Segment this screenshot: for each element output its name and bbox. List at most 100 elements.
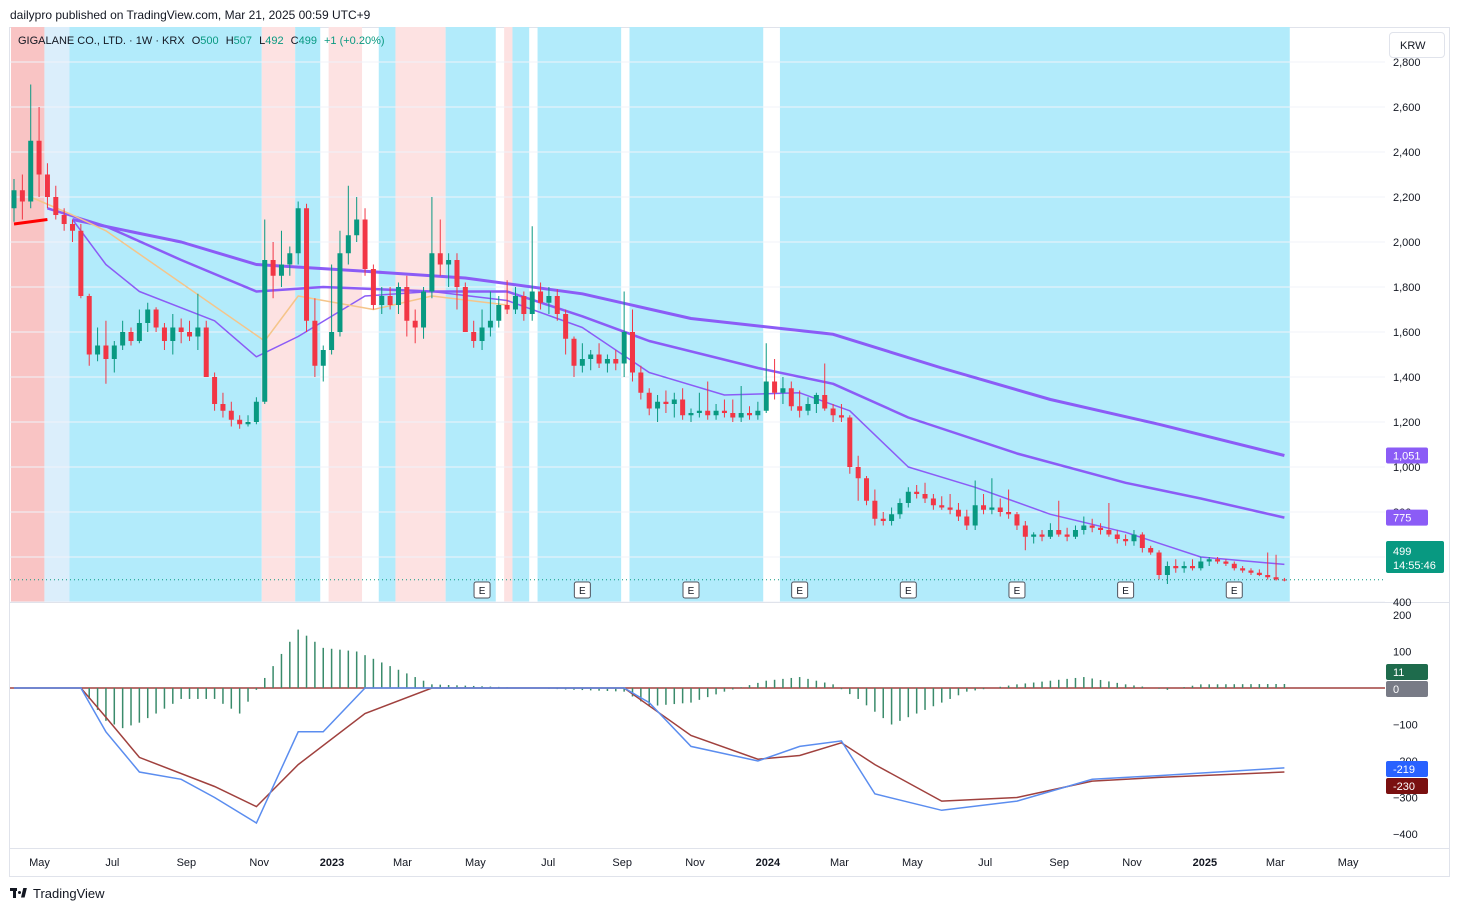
- candle[interactable]: [1081, 516, 1087, 535]
- candle[interactable]: [1215, 557, 1221, 564]
- candle[interactable]: [780, 377, 786, 404]
- candle[interactable]: [1265, 552, 1271, 580]
- candle[interactable]: [1164, 561, 1170, 585]
- candle[interactable]: [329, 264, 335, 355]
- candle[interactable]: [521, 291, 527, 321]
- candle[interactable]: [880, 512, 886, 526]
- candle[interactable]: [312, 298, 318, 377]
- candle[interactable]: [53, 185, 59, 220]
- candle[interactable]: [688, 408, 694, 423]
- candle[interactable]: [822, 363, 828, 411]
- candle[interactable]: [738, 386, 744, 422]
- candle[interactable]: [1131, 530, 1137, 546]
- candle[interactable]: [295, 201, 301, 265]
- candle[interactable]: [1206, 557, 1212, 566]
- candle[interactable]: [613, 350, 619, 371]
- candle[interactable]: [19, 174, 25, 220]
- candle[interactable]: [1189, 559, 1195, 571]
- candle[interactable]: [563, 309, 569, 355]
- candle[interactable]: [981, 494, 987, 515]
- earnings-marker[interactable]: E: [1117, 581, 1135, 599]
- candle[interactable]: [671, 392, 677, 418]
- candle[interactable]: [11, 179, 17, 222]
- candle[interactable]: [772, 359, 778, 400]
- candle[interactable]: [621, 291, 627, 378]
- candle[interactable]: [178, 318, 184, 344]
- candle[interactable]: [696, 392, 702, 418]
- candle[interactable]: [763, 343, 769, 413]
- candle[interactable]: [930, 494, 936, 510]
- candle[interactable]: [128, 327, 134, 346]
- candle[interactable]: [529, 226, 535, 321]
- candle[interactable]: [914, 485, 920, 499]
- candle[interactable]: [755, 401, 761, 420]
- candle[interactable]: [1098, 523, 1104, 535]
- candle[interactable]: [120, 320, 126, 350]
- candle[interactable]: [262, 219, 268, 405]
- candle[interactable]: [1089, 518, 1095, 533]
- candle[interactable]: [872, 489, 878, 526]
- candle[interactable]: [1248, 568, 1254, 575]
- candle[interactable]: [387, 287, 393, 310]
- candle[interactable]: [195, 293, 201, 350]
- candle[interactable]: [437, 219, 443, 276]
- candle[interactable]: [588, 350, 594, 371]
- earnings-marker[interactable]: E: [473, 581, 491, 599]
- candle[interactable]: [145, 302, 151, 332]
- candle[interactable]: [646, 388, 652, 416]
- candle[interactable]: [504, 280, 510, 314]
- candle[interactable]: [972, 480, 978, 531]
- candle[interactable]: [638, 365, 644, 400]
- candle[interactable]: [905, 487, 911, 508]
- candle[interactable]: [989, 478, 995, 515]
- candle[interactable]: [270, 242, 276, 299]
- candle[interactable]: [604, 354, 610, 373]
- candle[interactable]: [253, 397, 259, 425]
- candle[interactable]: [571, 336, 577, 378]
- candle[interactable]: [797, 390, 803, 418]
- candle[interactable]: [421, 287, 427, 339]
- candle[interactable]: [1198, 557, 1204, 571]
- candle[interactable]: [28, 84, 34, 209]
- candle[interactable]: [170, 314, 176, 355]
- earnings-marker[interactable]: E: [573, 581, 591, 599]
- candle[interactable]: [395, 282, 401, 315]
- candle[interactable]: [446, 253, 452, 287]
- candle[interactable]: [1039, 530, 1045, 542]
- earnings-marker[interactable]: E: [1225, 581, 1243, 599]
- candle[interactable]: [44, 163, 50, 209]
- candle[interactable]: [228, 401, 234, 427]
- candle[interactable]: [721, 399, 727, 418]
- candle[interactable]: [1256, 569, 1262, 577]
- earnings-marker[interactable]: E: [682, 581, 700, 599]
- candle[interactable]: [111, 341, 117, 373]
- candle[interactable]: [1181, 561, 1187, 573]
- candle[interactable]: [947, 494, 953, 515]
- candle[interactable]: [220, 392, 226, 418]
- tradingview-brand[interactable]: TradingView: [10, 886, 105, 901]
- candle[interactable]: [730, 399, 736, 423]
- candle[interactable]: [287, 246, 293, 276]
- candle[interactable]: [1114, 530, 1120, 544]
- candle[interactable]: [1173, 559, 1179, 573]
- candle[interactable]: [496, 296, 502, 328]
- earnings-marker[interactable]: E: [1008, 581, 1026, 599]
- candle[interactable]: [512, 287, 518, 314]
- candle[interactable]: [1022, 521, 1028, 551]
- candle[interactable]: [487, 291, 493, 337]
- candle[interactable]: [705, 381, 711, 420]
- candle[interactable]: [922, 482, 928, 503]
- candle[interactable]: [897, 498, 903, 519]
- candle[interactable]: [1047, 523, 1053, 539]
- candle[interactable]: [212, 372, 218, 411]
- candle[interactable]: [838, 404, 844, 422]
- candle[interactable]: [354, 197, 360, 242]
- candle[interactable]: [103, 320, 109, 384]
- candle[interactable]: [471, 320, 477, 348]
- candle[interactable]: [1148, 545, 1154, 555]
- candle[interactable]: [1123, 534, 1129, 546]
- candle[interactable]: [362, 208, 368, 276]
- candle[interactable]: [997, 498, 1003, 517]
- candle[interactable]: [1281, 577, 1287, 582]
- earnings-marker[interactable]: E: [791, 581, 809, 599]
